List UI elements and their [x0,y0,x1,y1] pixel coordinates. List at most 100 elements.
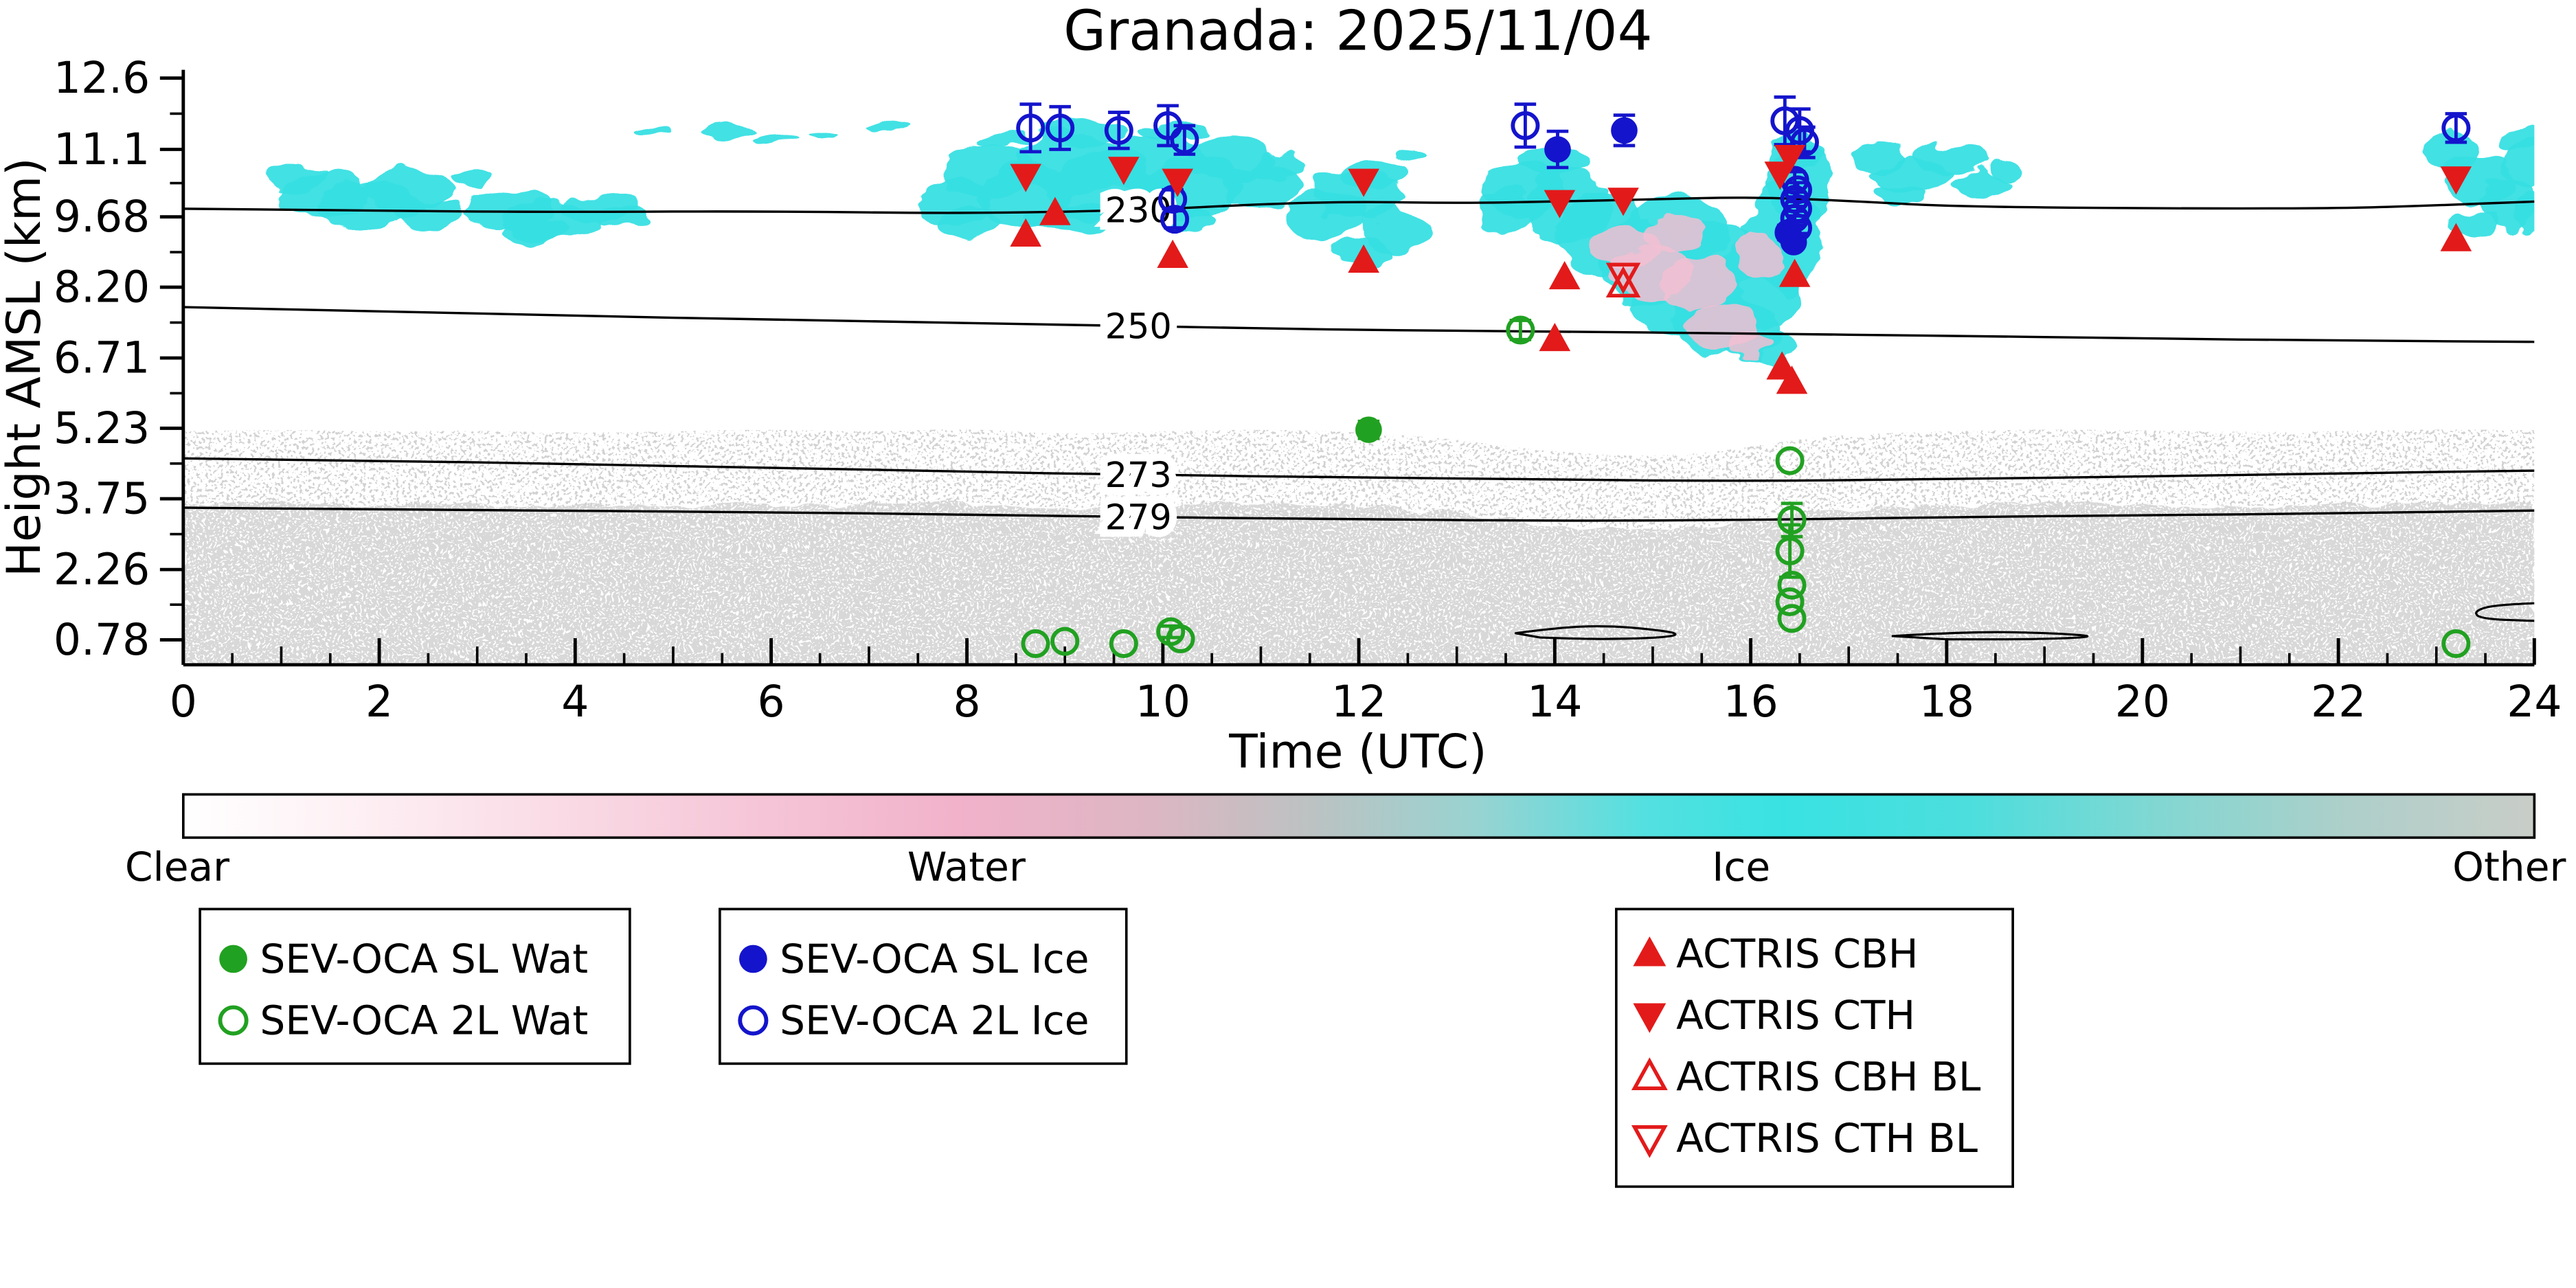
open-circle-marker [1104,115,1133,145]
triangle-down-filled-marker [1010,163,1042,192]
cloud-layer [267,121,2535,366]
ice-cloud-blob [1329,241,1388,262]
triangle-down-filled-marker [1544,190,1576,218]
x-tick-label: 24 [2507,677,2562,727]
axes: 0 2 4 6 8 10 12 14 16 18 20 22 240.782.263.755.236.7… [54,53,2562,727]
colorbar-label-other: Other [2452,844,2566,890]
open-circle-marker [2441,113,2471,143]
series-tl_ice [1016,95,2471,242]
open-circle-marker [1783,213,1813,242]
filled-circle-marker [739,945,767,973]
ice-cloud-blob [1390,144,1426,159]
open-circle-marker [1777,570,1807,600]
aerosol-sparse-speckle [183,429,2535,530]
ice-cloud-blob [976,133,1026,148]
x-tick-label: 18 [1919,677,1974,727]
y-tick-label: 11.1 [54,124,150,174]
surface-contour [2475,602,2535,622]
water-tinge-blob [1658,258,1737,311]
open-circle-marker [1046,113,1075,143]
filled-circle-marker [1355,416,1382,443]
ice-cloud-blob [1917,144,1986,174]
chart-title: Granada: 2025/11/04 [1063,0,1652,63]
x-tick-label: 20 [2115,677,2170,727]
x-tick-label: 16 [1723,677,1778,727]
open-circle-marker [1511,111,1540,140]
open-circle-marker [1775,587,1805,617]
open-circle-marker [1016,113,1046,143]
y-tick-label: 2.26 [54,545,150,595]
legend-item-label: SEV-OCA SL Wat [260,936,588,982]
water-tinge-blob [1642,218,1702,252]
x-axis-label: Time (UTC) [1228,725,1487,779]
y-tick-label: 9.68 [54,192,150,242]
triangle-up-filled-marker [2440,223,2472,251]
y-tick-label: 8.20 [54,262,150,313]
y-tick-label: 0.78 [54,615,150,665]
open-circle-marker [218,1005,249,1036]
isotherm-label: 279 [1105,497,1172,537]
isotherm-line [183,306,2535,343]
series-sl_wat [1355,416,1382,443]
legend-frame [719,907,1128,1065]
triangle-up-filled-marker [1776,365,1808,394]
triangle-down-filled-marker [1348,168,1379,197]
series-cth [1010,145,2472,218]
triangle-down-filled-marker [1162,168,1193,197]
water-tinge-blob [1721,332,1770,361]
open-circle-marker [1109,629,1138,658]
water-tinge-blob [1739,230,1782,278]
open-circle-marker [1021,629,1050,658]
triangle-up-filled-marker [1010,218,1042,247]
legend-item-label: SEV-OCA 2L Wat [260,997,588,1044]
x-tick-label: 0 [170,677,197,727]
ice-cloud-blob [867,123,910,133]
x-tick-label: 10 [1136,677,1190,727]
ice-cloud-blob [364,170,453,209]
series-tl_wat [1021,315,2471,658]
ice-cloud-blob [1481,190,1540,233]
isotherm-line [183,457,2535,482]
legend-item-label: ACTRIS CTH BL [1676,1115,1978,1162]
surface-contour [1514,625,1677,640]
colorbar-bar [181,793,2536,839]
ice-cloud-blob [635,125,672,135]
open-circle-marker [1050,626,1080,656]
isotherm-label: 250 [1105,306,1172,346]
series-cbh [1010,196,2472,394]
open-circle-marker [1166,624,1195,653]
filled-circle-marker [219,945,247,973]
x-tick-label: 6 [758,677,785,727]
x-tick-label: 12 [1331,677,1386,727]
open-circle-marker [738,1005,769,1036]
filled-circle-marker [1544,136,1571,163]
x-tick-label: 22 [2311,677,2366,727]
legend-item-label: SEV-OCA 2L Ice [780,997,1089,1044]
triangle-up-filled-marker [1633,936,1667,967]
ice-cloud-blob [1953,171,2009,199]
ice-cloud-blob [2514,192,2535,231]
surface-contour [1891,631,2089,641]
ice-cloud-blob [810,126,840,135]
aerosol-solid-group [183,503,2535,665]
triangle-up-open-marker [1605,266,1641,298]
ice-cloud-blob [699,127,755,139]
legend-item-label: ACTRIS CBH BL [1676,1054,1981,1100]
ice-cloud-blob [1251,151,1310,185]
ice-cloud-blob [932,208,1002,238]
ice-cloud-blob [756,135,796,145]
ice-cloud-blob [1985,159,2025,178]
y-axis-label: Height AMSL (km) [0,157,51,576]
triangle-down-filled-marker [2440,166,2472,195]
isotherm-line [183,506,2535,522]
open-circle-marker [1770,106,1800,135]
open-circle-marker [1777,604,1807,633]
y-tick-label: 12.6 [54,53,150,103]
triangle-up-open-marker [1631,1057,1668,1090]
triangle-down-filled-marker [1108,157,1140,185]
aerosol-band-layer [183,429,2535,665]
plot-area [183,121,2535,665]
